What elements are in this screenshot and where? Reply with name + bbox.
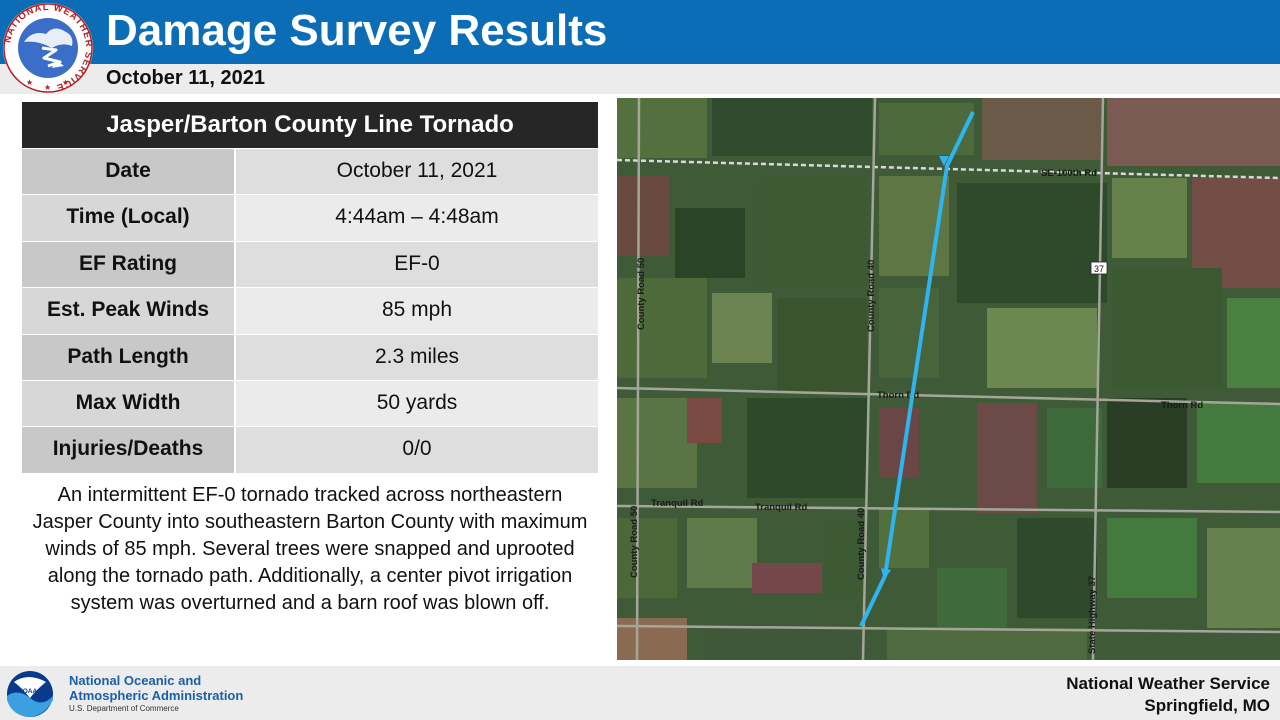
table-row: Est. Peak Winds 85 mph (22, 287, 598, 334)
table-row: Time (Local) 4:44am – 4:48am (22, 194, 598, 241)
noaa-logo-text: NOAA (18, 688, 37, 695)
nws-office: National Weather Service Springfield, MO (1066, 673, 1270, 717)
row-value: EF-0 (236, 241, 598, 288)
road-label-cr50: County Road 50 (636, 258, 647, 330)
row-label: Est. Peak Winds (22, 288, 236, 334)
row-value: 4:44am – 4:48am (236, 195, 598, 241)
row-value: 50 yards (236, 380, 598, 427)
date-bar (0, 64, 1280, 94)
svg-text:★: ★ (26, 78, 33, 87)
table-row: Max Width 50 yards (22, 379, 598, 427)
nws-footer-line1: National Weather Service (1066, 674, 1270, 693)
row-label: EF Rating (22, 241, 236, 288)
road-label-cr40: County Road 40 (866, 260, 877, 332)
table-body: Date October 11, 2021 Time (Local) 4:44a… (22, 148, 598, 473)
track-marker-north (939, 156, 949, 166)
hwy37-shield: 37 (1090, 261, 1108, 275)
row-label: Path Length (22, 334, 236, 380)
table-row: EF Rating EF-0 (22, 240, 598, 288)
nws-logo: NATIONAL WEATHER SERVICE ★ ★ ★ (2, 2, 93, 93)
field-patches (617, 98, 1280, 660)
road-label-cr50-south: County Road 50 (629, 506, 640, 578)
road-label-cr40-south: County Road 40 (856, 508, 867, 580)
road-label-se100: SE-100th Rd (1041, 168, 1097, 179)
tornado-track (859, 111, 975, 627)
table-row: Path Length 2.3 miles (22, 333, 598, 380)
noaa-logo: NOAA (7, 671, 53, 717)
noaa-name-line1: National Oceanic and (69, 673, 202, 688)
row-label: Max Width (22, 380, 236, 427)
row-label: Injuries/Deaths (22, 427, 236, 473)
svg-text:★: ★ (62, 78, 69, 87)
track-marker-south (881, 568, 891, 580)
noaa-agency-name: National Oceanic and Atmospheric Adminis… (69, 673, 243, 703)
page-title: Damage Survey Results (106, 6, 608, 55)
road-label-thorn: Thorn Rd (877, 390, 919, 401)
noaa-name-line2: Atmospheric Administration (69, 688, 244, 703)
table-title: Jasper/Barton County Line Tornado (22, 102, 598, 148)
satellite-map: SE-100th Rd Thorn Rd Thorn Rd Tranquil R… (617, 98, 1280, 660)
footer-bar (0, 666, 1280, 720)
header-bar (0, 0, 1280, 64)
table-row: Injuries/Deaths 0/0 (22, 426, 598, 473)
shield-number: 37 (1094, 264, 1104, 274)
row-value: 2.3 miles (236, 334, 598, 380)
road-label-tranquil: Tranquil Rd (651, 498, 703, 509)
road-label-hwy37: State Highway 37 (1087, 576, 1098, 654)
tornado-info-table: Jasper/Barton County Line Tornado Date O… (22, 102, 598, 473)
table-row: Date October 11, 2021 (22, 148, 598, 195)
roads (617, 98, 1280, 660)
damage-description: An intermittent EF-0 tornado tracked acr… (32, 484, 588, 614)
row-value: 0/0 (236, 427, 598, 473)
nws-footer-line2: Springfield, MO (1144, 696, 1270, 715)
survey-date: October 11, 2021 (106, 67, 265, 89)
row-label: Time (Local) (22, 195, 236, 241)
svg-text:★: ★ (44, 83, 51, 92)
noaa-department: U.S. Department of Commerce (69, 704, 179, 713)
road-label-thorn-east: Thorn Rd (1161, 400, 1203, 411)
row-value: October 11, 2021 (236, 149, 598, 195)
row-value: 85 mph (236, 288, 598, 334)
road-labels: SE-100th Rd Thorn Rd Thorn Rd Tranquil R… (629, 168, 1203, 654)
row-label: Date (22, 149, 236, 195)
road-label-tranquil-mid: Tranquil Rd (755, 502, 807, 513)
